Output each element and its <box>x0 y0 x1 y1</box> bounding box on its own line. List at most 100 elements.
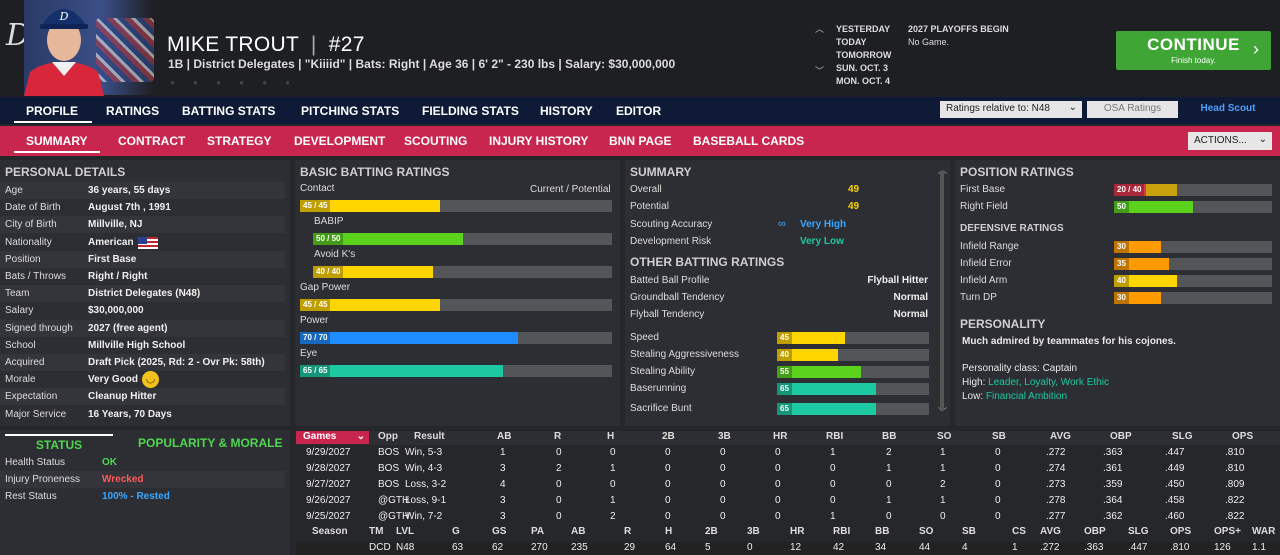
rating-label: Power <box>300 315 329 326</box>
tab-bnn-page[interactable]: BNN PAGE <box>609 134 672 148</box>
season-cell: 1.1 <box>1252 542 1266 553</box>
ratings-relative-select[interactable]: Ratings relative to: N48 ⌄ <box>940 101 1082 118</box>
games-row[interactable]: 9/29/2027 BOS Win, 5-3 1 0 0 0 0 0 1 2 1 0 .272 .363 .4… <box>296 447 1280 461</box>
games-cell: 0 <box>886 479 892 490</box>
rating-badge: 65 / 65 <box>300 365 331 377</box>
detail-row: Position First Base <box>0 250 285 268</box>
day-tomorrow[interactable]: TOMORROW <box>836 50 892 60</box>
games-cell: .810 <box>1225 463 1245 474</box>
defensive-bar: 35 <box>1114 258 1272 270</box>
games-row[interactable]: 9/27/2027 BOS Loss, 3-2 4 0 0 0 0 0 0 0 2 0 .273 .359.… <box>296 479 1280 493</box>
season-header-cell: WAR <box>1252 526 1276 537</box>
detail-label: Morale <box>5 374 36 386</box>
run-rating-label: Baserunning <box>630 383 687 394</box>
chevron-down-icon[interactable]: ﹀ <box>815 66 825 76</box>
season-header-cell: OBP <box>1084 526 1106 537</box>
games-cell: 3 <box>500 511 506 522</box>
tab-scouting[interactable]: SCOUTING <box>404 134 468 148</box>
osa-ratings-button[interactable]: OSA Ratings <box>1087 101 1178 118</box>
day-yesterday[interactable]: YESTERDAY <box>836 24 891 34</box>
smiley-icon: ◡ <box>142 371 159 389</box>
games-cell: 0 <box>995 511 1001 522</box>
chevron-up-icon[interactable]: ︿ <box>938 165 948 175</box>
calendar-days: YESTERDAY TODAY TOMORROW SUN. OCT. 3 MON… <box>836 23 891 88</box>
games-cell: 2 <box>556 463 562 474</box>
detail-label: Expectation <box>5 391 58 403</box>
games-cell: 0 <box>830 495 836 506</box>
tab-injury-history[interactable]: INJURY HISTORY <box>489 134 589 148</box>
season-cell: 0 <box>747 542 753 553</box>
tab-batting-stats[interactable]: BATTING STATS <box>182 104 276 118</box>
summary-label: Potential <box>630 201 669 213</box>
chevron-down-icon: ⌄ <box>1068 102 1077 113</box>
player-name: MIKE TROUT <box>167 33 299 56</box>
games-row[interactable]: 9/28/2027 BOS Win, 4-3 3 2 1 0 0 0 0 1 1 0 .274 .361 .4… <box>296 463 1280 477</box>
games-cell: 1 <box>830 511 836 522</box>
games-cell: .810 <box>1225 447 1245 458</box>
bar-fill <box>1114 184 1146 196</box>
tab-development[interactable]: DEVELOPMENT <box>294 134 386 148</box>
games-row[interactable]: 9/25/2027 @GTH Win, 7-2 3 0 2 0 0 0 1 0 0 0 .277 .362.… <box>296 511 1280 525</box>
tab-summary[interactable]: SUMMARY <box>14 134 100 153</box>
tab-status[interactable]: STATUS <box>5 434 113 452</box>
tab-profile[interactable]: PROFILE <box>14 104 93 123</box>
tab-contract[interactable]: CONTRACT <box>118 134 186 148</box>
games-cell: Loss, 3-2 <box>405 479 447 490</box>
tab-ratings[interactable]: RATINGS <box>106 104 160 118</box>
tab-pitching-stats[interactable]: PITCHING STATS <box>301 104 400 118</box>
low-value: Financial Ambition <box>985 391 1068 402</box>
continue-button[interactable]: CONTINUE Finish today. › <box>1116 31 1271 70</box>
other-batting-title: OTHER BATTING RATINGS <box>630 255 785 269</box>
games-cell: .278 <box>1046 495 1066 506</box>
chevron-right-icon: › <box>1253 39 1259 59</box>
tab-fielding-stats[interactable]: FIELDING STATS <box>422 104 519 118</box>
games-select[interactable]: Games ⌄ <box>296 431 369 444</box>
status-row: Rest Status 100% - Rested <box>0 488 285 505</box>
games-cell: 1 <box>610 463 616 474</box>
summary-label: Development Risk <box>630 235 712 247</box>
games-cell: 0 <box>775 447 781 458</box>
games-cell: .361 <box>1103 463 1123 474</box>
games-header-cell: Result <box>414 431 445 442</box>
tab-strategy[interactable]: STRATEGY <box>207 134 272 148</box>
day-sun[interactable]: SUN. OCT. 3 <box>836 63 889 73</box>
season-cell: N48 <box>396 542 415 553</box>
head-scout-button[interactable]: Head Scout <box>1183 101 1273 118</box>
season-header-cell: Season <box>312 526 348 537</box>
day-mon[interactable]: MON. OCT. 4 <box>836 76 891 86</box>
rating-badge: 20 / 40 <box>1114 184 1145 196</box>
games-cell: .822 <box>1225 511 1245 522</box>
bar-fill <box>313 266 433 278</box>
games-cell: @GTH <box>378 511 410 522</box>
day-today[interactable]: TODAY <box>836 37 867 47</box>
season-header-cell: OPS+ <box>1214 526 1241 537</box>
games-cell: .450 <box>1165 479 1185 490</box>
position-bar: 50 <box>1114 201 1272 213</box>
season-header-cell: CS <box>1012 526 1026 537</box>
tab-editor[interactable]: EDITOR <box>616 104 662 118</box>
chevron-up-icon[interactable]: ︿ <box>815 24 825 34</box>
tab-baseball-cards[interactable]: BASEBALL CARDS <box>693 134 805 148</box>
flag-pattern <box>96 18 154 82</box>
detail-row: Acquired Draft Pick (2025, Rd: 2 - Ovr Pk… <box>0 354 285 371</box>
games-cell: .272 <box>1046 447 1066 458</box>
games-cell: 0 <box>556 511 562 522</box>
season-cell: 12 <box>790 542 802 553</box>
run-rating-label: Stealing Aggressiveness <box>630 349 739 360</box>
rating-bar: 40 / 40 <box>313 266 612 278</box>
summary-scrollbar[interactable] <box>940 171 944 411</box>
detail-value: Millville, NJ <box>88 219 143 231</box>
rating-badge: 30 <box>1114 292 1129 304</box>
tab-history[interactable]: HISTORY <box>540 104 593 118</box>
actions-select[interactable]: ACTIONS... ⌄ <box>1188 132 1272 150</box>
tab-popularity-morale[interactable]: POPULARITY & MORALE <box>138 436 283 450</box>
detail-value: Right / Right <box>88 271 148 282</box>
defensive-title: DEFENSIVE RATINGS <box>960 223 1064 234</box>
rating-badge: 65 <box>777 383 792 395</box>
games-header-cell: SO <box>937 431 952 442</box>
games-cell: 0 <box>556 479 562 490</box>
games-row[interactable]: 9/26/2027 @GTH Loss, 9-1 3 0 1 0 0 0 0 1 1 0 .278 .364… <box>296 495 1280 509</box>
games-header-cell: OPS <box>1232 431 1254 442</box>
games-cell: 9/29/2027 <box>306 447 351 458</box>
chevron-down-icon[interactable]: ﹀ <box>938 407 948 417</box>
